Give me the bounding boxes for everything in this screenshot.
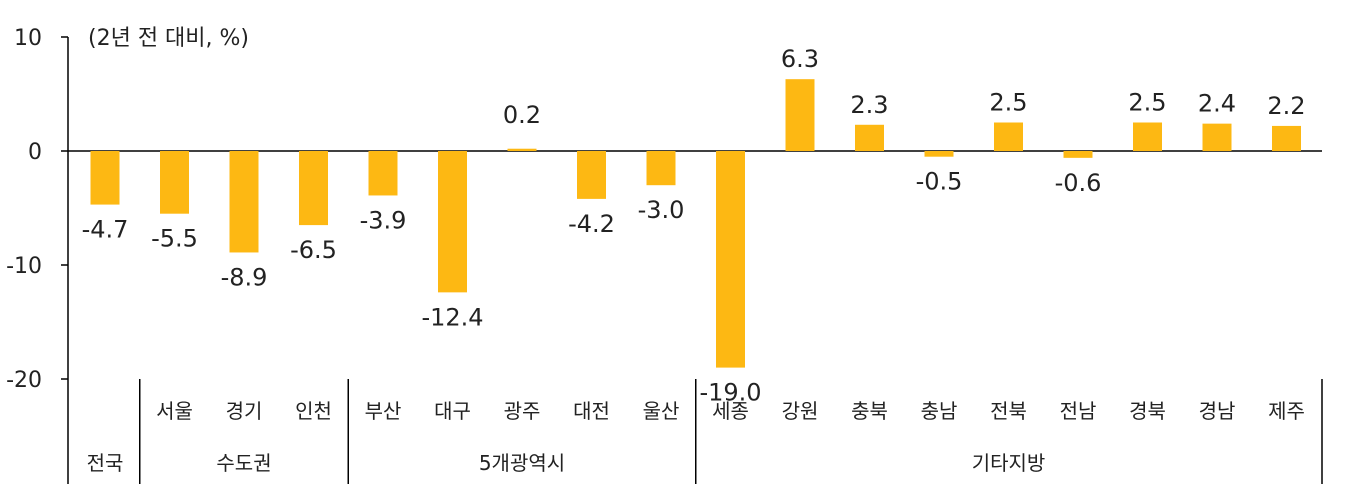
category-label: 전국 [87,451,124,475]
y-tick-label: 0 [28,140,42,165]
data-label: -3.9 [360,206,407,234]
data-label: -6.5 [290,236,337,264]
bar [577,151,606,199]
group-label: 5개광역시 [479,451,565,475]
category-label: 충남 [921,399,958,423]
bar [1202,123,1232,151]
data-label: -5.5 [151,225,198,253]
y-tick-label: 10 [14,26,42,51]
category-label: 제주 [1268,399,1305,423]
data-label: 0.2 [503,101,541,129]
bar [368,151,398,196]
data-label: 2.4 [1198,90,1236,118]
data-label: 2.5 [989,89,1027,117]
category-label: 대구 [434,399,471,423]
bar [229,151,259,253]
bar [646,151,676,186]
data-label: 6.3 [781,45,819,73]
category-label: 전북 [990,399,1027,423]
category-label: 인천 [295,399,332,423]
category-labels: 전국 서울 경기 인천 부산 대구 광주 대전 울산 세종 강원 충북 충남 전북 전남 경북 경남 제주 [87,399,1305,475]
data-label: -3.0 [638,196,685,224]
bar [924,151,954,157]
bar [90,151,120,205]
category-label: 대전 [573,399,610,423]
data-label: -0.5 [916,168,963,196]
category-label: 울산 [643,399,680,423]
unit-label: (2년 전 대비, %) [88,26,249,51]
bars [90,79,1301,368]
category-label: 전남 [1060,399,1097,423]
category-label: 충북 [851,399,888,423]
group-dividers [67,379,1323,484]
data-label: 2.2 [1267,92,1305,120]
y-tick-label: -20 [6,368,42,393]
category-label: 경남 [1199,399,1236,423]
category-label: 서울 [156,399,193,423]
data-label: -4.2 [568,210,615,238]
data-labels: -4.7 -5.5 -8.9 -6.5 -3.9 -12.4 0.2 -4.2 -3.0 -19.… [82,45,1306,406]
data-label: -19.0 [699,379,761,407]
category-label: 경북 [1129,399,1166,423]
bar [716,151,745,368]
data-label: -4.7 [82,216,129,244]
bar [994,122,1023,151]
bar [299,151,328,226]
bar [160,151,189,214]
group-label: 수도권 [216,451,271,475]
group-labels: 수도권 5개광역시 기타지방 [216,451,1045,475]
category-label: 강원 [782,399,819,423]
bar [1063,151,1093,158]
bar [1133,122,1162,151]
group-label: 기타지방 [972,451,1046,475]
data-label: 2.5 [1128,89,1166,117]
data-label: -8.9 [221,263,268,291]
data-label: 2.3 [850,91,888,119]
bar [438,151,467,293]
y-tick-label: -10 [6,254,42,279]
data-label: -12.4 [421,303,483,331]
category-label: 경기 [226,399,263,423]
category-label: 광주 [504,399,541,423]
category-label: 세종 [712,399,749,423]
bar [785,79,815,151]
bar [855,124,884,151]
y-axis: 10 0 -10 -20 [6,26,1322,393]
bar [507,148,537,151]
category-label: 부산 [365,399,402,423]
bar [1272,125,1301,151]
data-label: -0.6 [1055,169,1102,197]
